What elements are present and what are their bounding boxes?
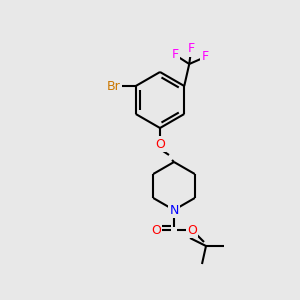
Text: O: O (151, 224, 161, 236)
Text: F: F (202, 50, 209, 64)
Text: Br: Br (107, 80, 121, 92)
Text: F: F (188, 43, 195, 56)
Text: N: N (169, 203, 179, 217)
Text: F: F (172, 49, 179, 62)
Text: O: O (187, 224, 197, 236)
Text: O: O (155, 137, 165, 151)
